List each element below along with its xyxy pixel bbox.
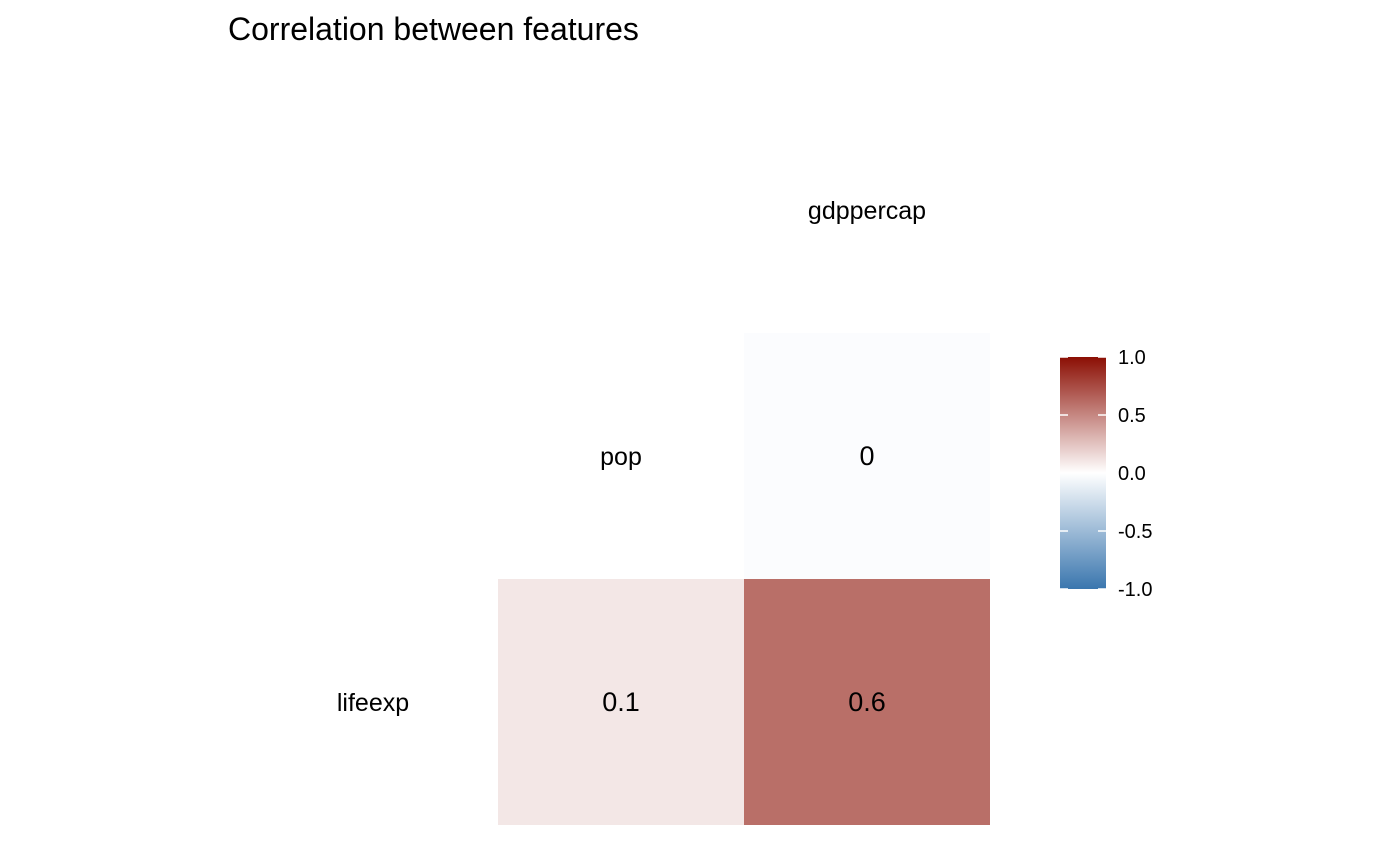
legend-tick-label: -1.0 — [1118, 579, 1152, 601]
heatmap-cell-lifeexp-pop — [498, 579, 744, 825]
cell-value-lifeexp-gdppercap: 0.6 — [848, 687, 886, 717]
heatmap-cells — [498, 333, 990, 825]
heatmap-cell-pop-gdppercap — [744, 333, 990, 579]
cell-value-lifeexp-pop: 0.1 — [602, 687, 640, 717]
legend-tick-label: 0.0 — [1118, 463, 1146, 485]
legend-tick-label: -0.5 — [1118, 521, 1152, 543]
heatmap-cell-lifeexp-gdppercap — [744, 579, 990, 825]
legend-tick-label: 0.5 — [1118, 405, 1146, 427]
row-label-lifeexp: lifeexp — [337, 689, 409, 717]
diagonal-label-gdppercap: gdppercap — [808, 197, 926, 225]
diagonal-label-pop: pop — [600, 443, 642, 471]
chart-title: Correlation between features — [228, 11, 639, 47]
color-legend: 1.0 0.5 0.0 -0.5 -1.0 — [1060, 347, 1152, 601]
cell-value-pop-gdppercap: 0 — [859, 441, 874, 471]
heatmap-labels: 0 0.1 0.6 pop gdppercap lifeexp — [337, 197, 926, 717]
legend-tick-label: 1.0 — [1118, 347, 1146, 369]
